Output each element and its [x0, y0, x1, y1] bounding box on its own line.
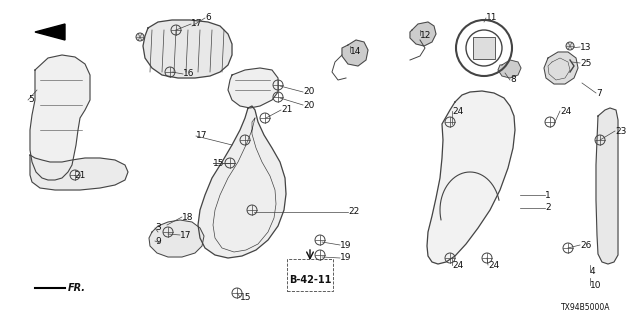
Text: 20: 20 — [303, 87, 314, 97]
Text: 11: 11 — [486, 13, 497, 22]
Text: 17: 17 — [196, 132, 207, 140]
Text: 19: 19 — [340, 241, 351, 250]
Polygon shape — [198, 106, 286, 258]
Circle shape — [136, 33, 144, 41]
Polygon shape — [228, 68, 278, 108]
Text: 5: 5 — [28, 95, 34, 105]
Polygon shape — [427, 91, 515, 264]
Text: 18: 18 — [182, 212, 193, 221]
Text: 15: 15 — [213, 158, 225, 167]
Text: B-42-11: B-42-11 — [289, 275, 331, 285]
Polygon shape — [149, 220, 204, 257]
Polygon shape — [544, 52, 578, 84]
Text: 20: 20 — [303, 100, 314, 109]
Polygon shape — [342, 40, 368, 66]
Text: 24: 24 — [560, 107, 572, 116]
Text: 1: 1 — [545, 190, 551, 199]
Text: 21: 21 — [74, 171, 85, 180]
Text: 24: 24 — [452, 107, 463, 116]
Polygon shape — [30, 55, 90, 180]
Text: 10: 10 — [590, 281, 602, 290]
Text: 13: 13 — [580, 43, 591, 52]
Text: FR.: FR. — [68, 283, 86, 293]
Text: 22: 22 — [348, 207, 359, 217]
Text: 21: 21 — [281, 106, 292, 115]
Polygon shape — [30, 155, 128, 190]
Text: 17: 17 — [191, 20, 202, 28]
Text: 6: 6 — [205, 13, 211, 22]
Text: 14: 14 — [350, 47, 362, 57]
Text: 26: 26 — [580, 241, 591, 250]
Text: 2: 2 — [545, 204, 550, 212]
FancyBboxPatch shape — [473, 37, 495, 59]
Text: 19: 19 — [340, 253, 351, 262]
Text: 12: 12 — [420, 30, 431, 39]
Text: 9: 9 — [155, 236, 161, 245]
Text: 7: 7 — [596, 89, 602, 98]
Polygon shape — [410, 22, 436, 46]
Text: 23: 23 — [615, 126, 627, 135]
Text: 8: 8 — [510, 76, 516, 84]
Text: 4: 4 — [590, 268, 596, 276]
Polygon shape — [596, 108, 618, 264]
Text: 3: 3 — [155, 223, 161, 233]
Polygon shape — [143, 20, 232, 78]
Text: 16: 16 — [183, 69, 195, 78]
Text: 24: 24 — [488, 260, 499, 269]
Text: TX94B5000A: TX94B5000A — [561, 303, 610, 313]
Polygon shape — [35, 24, 65, 40]
Text: 17: 17 — [180, 230, 191, 239]
Text: 24: 24 — [452, 260, 463, 269]
Text: 15: 15 — [240, 292, 252, 301]
Text: 25: 25 — [580, 59, 591, 68]
Polygon shape — [498, 60, 521, 78]
Circle shape — [566, 42, 574, 50]
